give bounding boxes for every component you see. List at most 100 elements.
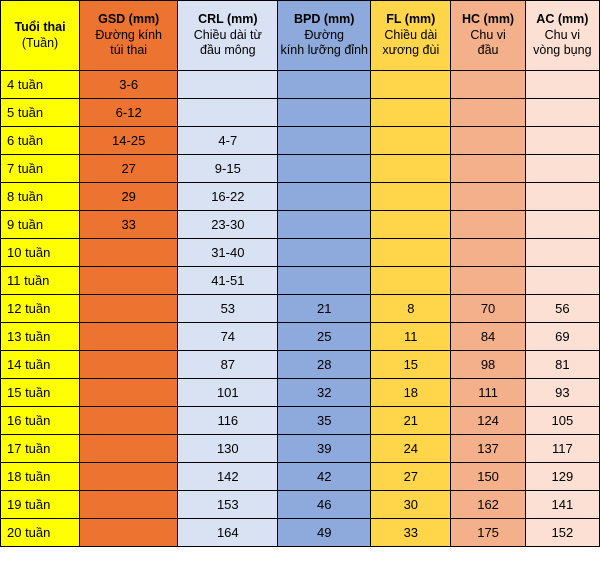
table-cell: 25 <box>278 323 371 351</box>
table-row: 16 tuần1163521124105 <box>1 407 600 435</box>
table-cell <box>371 239 451 267</box>
table-row: 12 tuần532187056 <box>1 295 600 323</box>
table-cell: 17 tuần <box>1 435 80 463</box>
table-cell: 42 <box>278 463 371 491</box>
header-label-sub: Đường <box>280 28 368 44</box>
table-cell: 153 <box>178 491 278 519</box>
header-label-main: FL (mm) <box>373 12 448 28</box>
table-row: 11 tuần41-51 <box>1 267 600 295</box>
table-body: 4 tuần3-65 tuần6-126 tuần14-254-77 tuần2… <box>1 71 600 547</box>
table-cell: 3-6 <box>80 71 178 99</box>
table-cell: 4-7 <box>178 127 278 155</box>
header-label-sub2: vòng bụng <box>528 43 597 59</box>
table-cell <box>451 183 525 211</box>
table-cell <box>371 267 451 295</box>
table-cell: 152 <box>525 519 599 547</box>
table-cell <box>80 463 178 491</box>
table-cell: 175 <box>451 519 525 547</box>
table-cell <box>80 267 178 295</box>
column-header: HC (mm)Chu viđầu <box>451 1 525 71</box>
table-cell <box>451 155 525 183</box>
table-row: 13 tuần7425118469 <box>1 323 600 351</box>
table-cell <box>80 323 178 351</box>
table-cell <box>278 267 371 295</box>
table-cell: 84 <box>451 323 525 351</box>
table-cell <box>278 155 371 183</box>
table-cell <box>178 99 278 127</box>
table-cell <box>451 239 525 267</box>
header-label-sub: Chiều dài <box>373 28 448 44</box>
table-cell <box>451 211 525 239</box>
header-label-sub2: xương đùi <box>373 43 448 59</box>
header-label-sub2: đầu mông <box>180 43 275 59</box>
table-cell <box>371 71 451 99</box>
table-cell <box>525 267 599 295</box>
table-cell: 32 <box>278 379 371 407</box>
table-cell: 162 <box>451 491 525 519</box>
header-label-sub: (Tuần) <box>3 36 77 52</box>
table-row: 10 tuần31-40 <box>1 239 600 267</box>
table-cell <box>371 155 451 183</box>
table-cell: 130 <box>178 435 278 463</box>
table-cell <box>525 239 599 267</box>
table-row: 6 tuần14-254-7 <box>1 127 600 155</box>
table-cell: 150 <box>451 463 525 491</box>
table-cell <box>525 127 599 155</box>
table-cell: 5 tuần <box>1 99 80 127</box>
table-cell: 69 <box>525 323 599 351</box>
table-cell: 81 <box>525 351 599 379</box>
table-cell: 164 <box>178 519 278 547</box>
table-cell: 12 tuần <box>1 295 80 323</box>
table-cell: 19 tuần <box>1 491 80 519</box>
table-header: Tuổi thai(Tuần)GSD (mm)Đường kínhtúi tha… <box>1 1 600 71</box>
table-cell: 8 tuần <box>1 183 80 211</box>
table-cell: 9 tuần <box>1 211 80 239</box>
table-cell <box>278 127 371 155</box>
header-label-sub: Chu vi <box>453 28 522 44</box>
table-cell <box>80 295 178 323</box>
table-cell <box>371 127 451 155</box>
table-row: 5 tuần6-12 <box>1 99 600 127</box>
table-cell <box>278 71 371 99</box>
table-cell: 21 <box>371 407 451 435</box>
table-cell <box>371 211 451 239</box>
table-cell: 74 <box>178 323 278 351</box>
header-label-main: AC (mm) <box>528 12 597 28</box>
table-cell: 9-15 <box>178 155 278 183</box>
header-label-main: Tuổi thai <box>3 20 77 36</box>
table-row: 20 tuần1644933175152 <box>1 519 600 547</box>
table-row: 7 tuần279-15 <box>1 155 600 183</box>
table-cell: 111 <box>451 379 525 407</box>
table-row: 18 tuần1424227150129 <box>1 463 600 491</box>
table-cell: 27 <box>80 155 178 183</box>
header-label-sub: Chu vi <box>528 28 597 44</box>
table-cell <box>451 127 525 155</box>
table-cell <box>80 519 178 547</box>
header-label-main: BPD (mm) <box>280 12 368 28</box>
table-cell: 41-51 <box>178 267 278 295</box>
table-cell: 142 <box>178 463 278 491</box>
table-cell <box>451 99 525 127</box>
fetal-measurements-table: Tuổi thai(Tuần)GSD (mm)Đường kínhtúi tha… <box>0 0 600 547</box>
column-header: FL (mm)Chiều dàixương đùi <box>371 1 451 71</box>
table-cell <box>525 211 599 239</box>
table-cell <box>525 71 599 99</box>
table-cell: 137 <box>451 435 525 463</box>
table-cell: 23-30 <box>178 211 278 239</box>
table-cell: 141 <box>525 491 599 519</box>
header-label-main: GSD (mm) <box>82 12 175 28</box>
table-cell: 46 <box>278 491 371 519</box>
table-cell: 49 <box>278 519 371 547</box>
table-cell: 18 tuần <box>1 463 80 491</box>
table-cell <box>278 183 371 211</box>
table-cell: 93 <box>525 379 599 407</box>
table-cell: 124 <box>451 407 525 435</box>
table-cell <box>451 71 525 99</box>
header-label-sub2: túi thai <box>82 43 175 59</box>
column-header: CRL (mm)Chiều dài từđầu mông <box>178 1 278 71</box>
table-cell: 18 <box>371 379 451 407</box>
table-cell: 20 tuần <box>1 519 80 547</box>
column-header: BPD (mm)Đườngkính lưỡng đỉnh <box>278 1 371 71</box>
table-row: 15 tuần101321811193 <box>1 379 600 407</box>
table-cell: 129 <box>525 463 599 491</box>
